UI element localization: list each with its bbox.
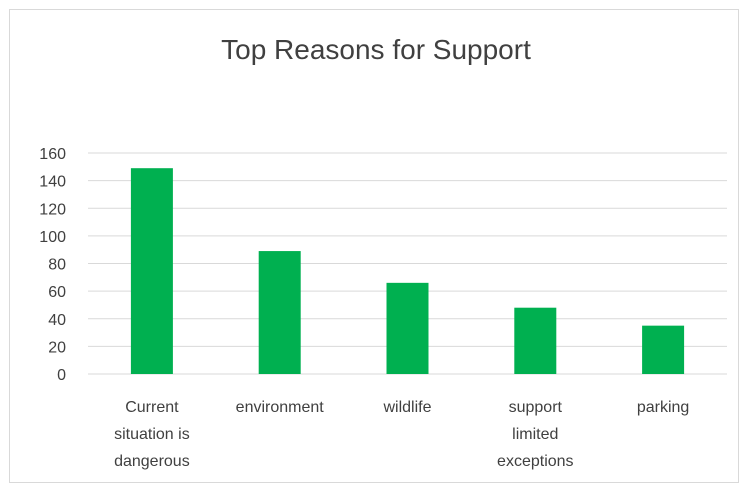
y-tick-label: 60 <box>48 284 66 301</box>
bar <box>130 168 173 374</box>
x-category-label: limited <box>512 426 558 443</box>
y-tick-label: 20 <box>48 339 66 356</box>
y-tick-label: 80 <box>48 257 66 274</box>
y-tick-label: 140 <box>39 174 66 191</box>
y-tick-label: 40 <box>48 312 66 329</box>
x-axis-category-labels: Current situation is dangerous environment w… <box>114 399 689 470</box>
chart-title: Top Reasons for Support <box>221 34 531 65</box>
bar <box>642 325 685 374</box>
x-category-label: wildlife <box>382 399 431 416</box>
x-category-label: parking <box>637 399 689 416</box>
y-tick-label: 0 <box>57 367 66 384</box>
y-tick-label: 160 <box>39 146 66 163</box>
bar <box>514 307 557 374</box>
x-category-label: situation is <box>114 426 190 443</box>
x-category-label: Current <box>125 399 179 416</box>
chart-area <box>9 9 739 483</box>
bar <box>386 282 429 374</box>
x-category-label: dangerous <box>114 453 190 470</box>
x-category-label: environment <box>236 399 325 416</box>
y-tick-label: 120 <box>39 201 66 218</box>
y-axis-tick-labels: 0 20 40 60 80 100 120 140 160 <box>39 146 66 384</box>
bar <box>258 251 301 374</box>
y-tick-label: 100 <box>39 229 66 246</box>
x-category-label: exceptions <box>497 453 574 470</box>
bars <box>130 168 685 374</box>
x-category-label: support <box>509 399 563 416</box>
